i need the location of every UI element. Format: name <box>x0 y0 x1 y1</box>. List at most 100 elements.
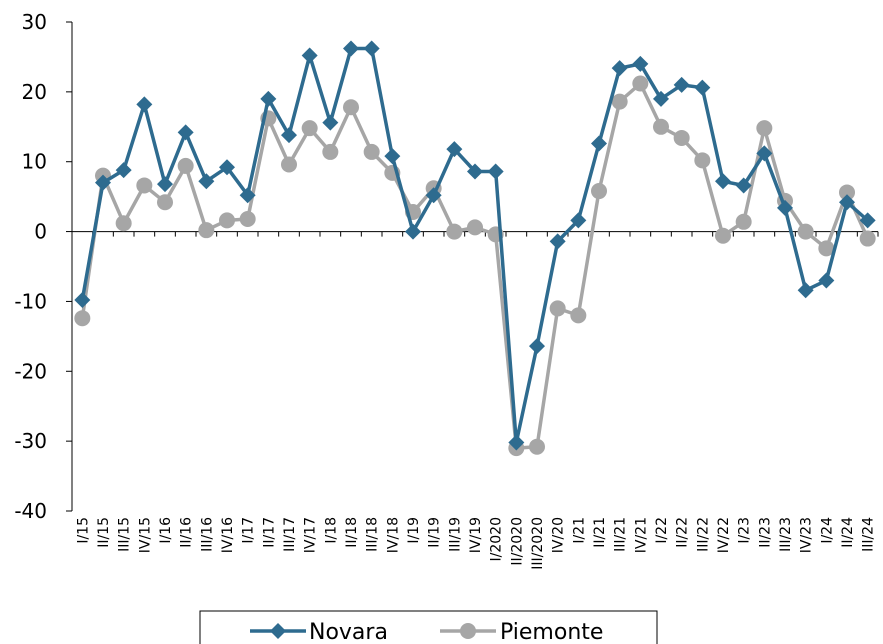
data-point <box>570 307 587 324</box>
x-tick-label: I/22 <box>654 517 670 544</box>
x-tick-label: IV/18 <box>385 517 401 553</box>
data-point <box>281 127 297 144</box>
data-point <box>343 99 359 116</box>
data-point <box>673 129 690 146</box>
x-tick-label: IV/22 <box>716 517 732 553</box>
data-point <box>508 434 525 451</box>
x-tick-label: I/23 <box>737 517 753 544</box>
data-point <box>198 173 215 190</box>
data-point <box>756 120 773 137</box>
data-point <box>115 215 132 232</box>
data-point <box>839 184 855 201</box>
legend-marker-circle <box>460 623 476 639</box>
x-tick-label: II/21 <box>592 517 608 548</box>
data-point <box>425 187 442 204</box>
data-point <box>115 162 132 179</box>
series-line <box>80 46 869 445</box>
y-axis-ticks: 30 20 10 0 -10 -20 -30 -40 <box>14 10 72 523</box>
data-point <box>405 223 421 240</box>
x-tick-label: II/24 <box>840 517 856 548</box>
data-point <box>859 212 876 229</box>
data-point <box>363 40 380 57</box>
series-novara <box>74 40 876 451</box>
x-tick-label: III/23 <box>778 517 794 552</box>
data-point <box>859 230 876 247</box>
y-tick-label: 20 <box>22 80 47 104</box>
data-point <box>260 90 277 107</box>
data-point <box>611 60 628 77</box>
x-tick-label: II/2020 <box>509 517 525 566</box>
x-tick-label: III/22 <box>695 517 711 552</box>
x-tick-label: I/24 <box>819 517 835 544</box>
data-point <box>673 76 690 93</box>
axes <box>71 22 878 511</box>
x-tick-label: I/2020 <box>489 517 505 561</box>
data-point <box>219 159 235 176</box>
data-point <box>777 199 793 216</box>
x-tick-label: III/17 <box>282 517 298 552</box>
legend-label: Novara <box>309 620 388 644</box>
data-point <box>839 194 855 211</box>
x-tick-label: I/19 <box>406 517 422 544</box>
data-point <box>384 148 401 165</box>
data-point <box>136 96 153 113</box>
x-tick-label: III/16 <box>199 517 215 552</box>
data-point <box>198 222 215 239</box>
y-tick-label: -40 <box>14 499 47 523</box>
data-point <box>529 438 545 455</box>
y-tick-label: -10 <box>14 289 47 313</box>
data-point <box>570 212 587 229</box>
data-point <box>74 292 91 309</box>
y-tick-label: -30 <box>14 429 47 453</box>
data-point <box>797 223 814 240</box>
x-axis-ticks: I/15 II/15 III/15 IV/15 I/16 II/16 III/16 IV/16… <box>71 231 879 570</box>
x-tick-label: III/2020 <box>530 517 546 570</box>
data-point <box>74 310 91 327</box>
data-point <box>343 40 359 57</box>
data-point <box>446 141 463 158</box>
data-point <box>301 120 318 137</box>
x-tick-label: I/16 <box>158 517 174 544</box>
x-tick-label: III/19 <box>447 517 463 552</box>
x-tick-label: I/15 <box>75 517 91 544</box>
data-point <box>715 227 731 244</box>
data-point <box>177 157 194 174</box>
x-tick-label: IV/21 <box>633 517 649 553</box>
x-tick-label: III/24 <box>861 517 877 552</box>
data-point <box>157 194 173 211</box>
y-tick-label: 0 <box>34 220 47 244</box>
x-tick-label: II/23 <box>757 517 773 548</box>
x-tick-label: IV/20 <box>551 517 567 553</box>
x-tick-label: IV/15 <box>137 517 153 553</box>
data-point <box>281 156 297 173</box>
x-tick-label: I/17 <box>241 517 257 544</box>
data-point <box>157 176 173 193</box>
x-tick-label: IV/23 <box>799 517 815 553</box>
data-point <box>735 177 752 194</box>
data-point <box>632 75 649 92</box>
data-point <box>591 183 607 200</box>
y-tick-label: 30 <box>22 10 47 34</box>
series-line <box>80 81 870 450</box>
data-point <box>653 118 669 135</box>
x-tick-label: II/15 <box>96 517 112 548</box>
data-point <box>715 173 731 190</box>
data-point <box>818 240 835 257</box>
x-tick-label: III/15 <box>117 517 133 552</box>
data-point <box>694 79 711 96</box>
data-point <box>322 143 339 160</box>
data-point <box>487 163 504 180</box>
legend-marker-diamond <box>270 623 286 639</box>
data-point <box>467 163 483 180</box>
data-point <box>797 282 814 299</box>
data-point <box>219 212 235 229</box>
legend-item-piemonte: Piemonte <box>440 620 603 644</box>
data-point <box>446 223 463 240</box>
data-point <box>818 272 835 289</box>
x-tick-label: I/21 <box>571 517 587 544</box>
data-point <box>611 93 628 110</box>
x-tick-label: II/19 <box>427 517 443 548</box>
data-point <box>632 55 649 72</box>
data-point <box>756 145 773 162</box>
